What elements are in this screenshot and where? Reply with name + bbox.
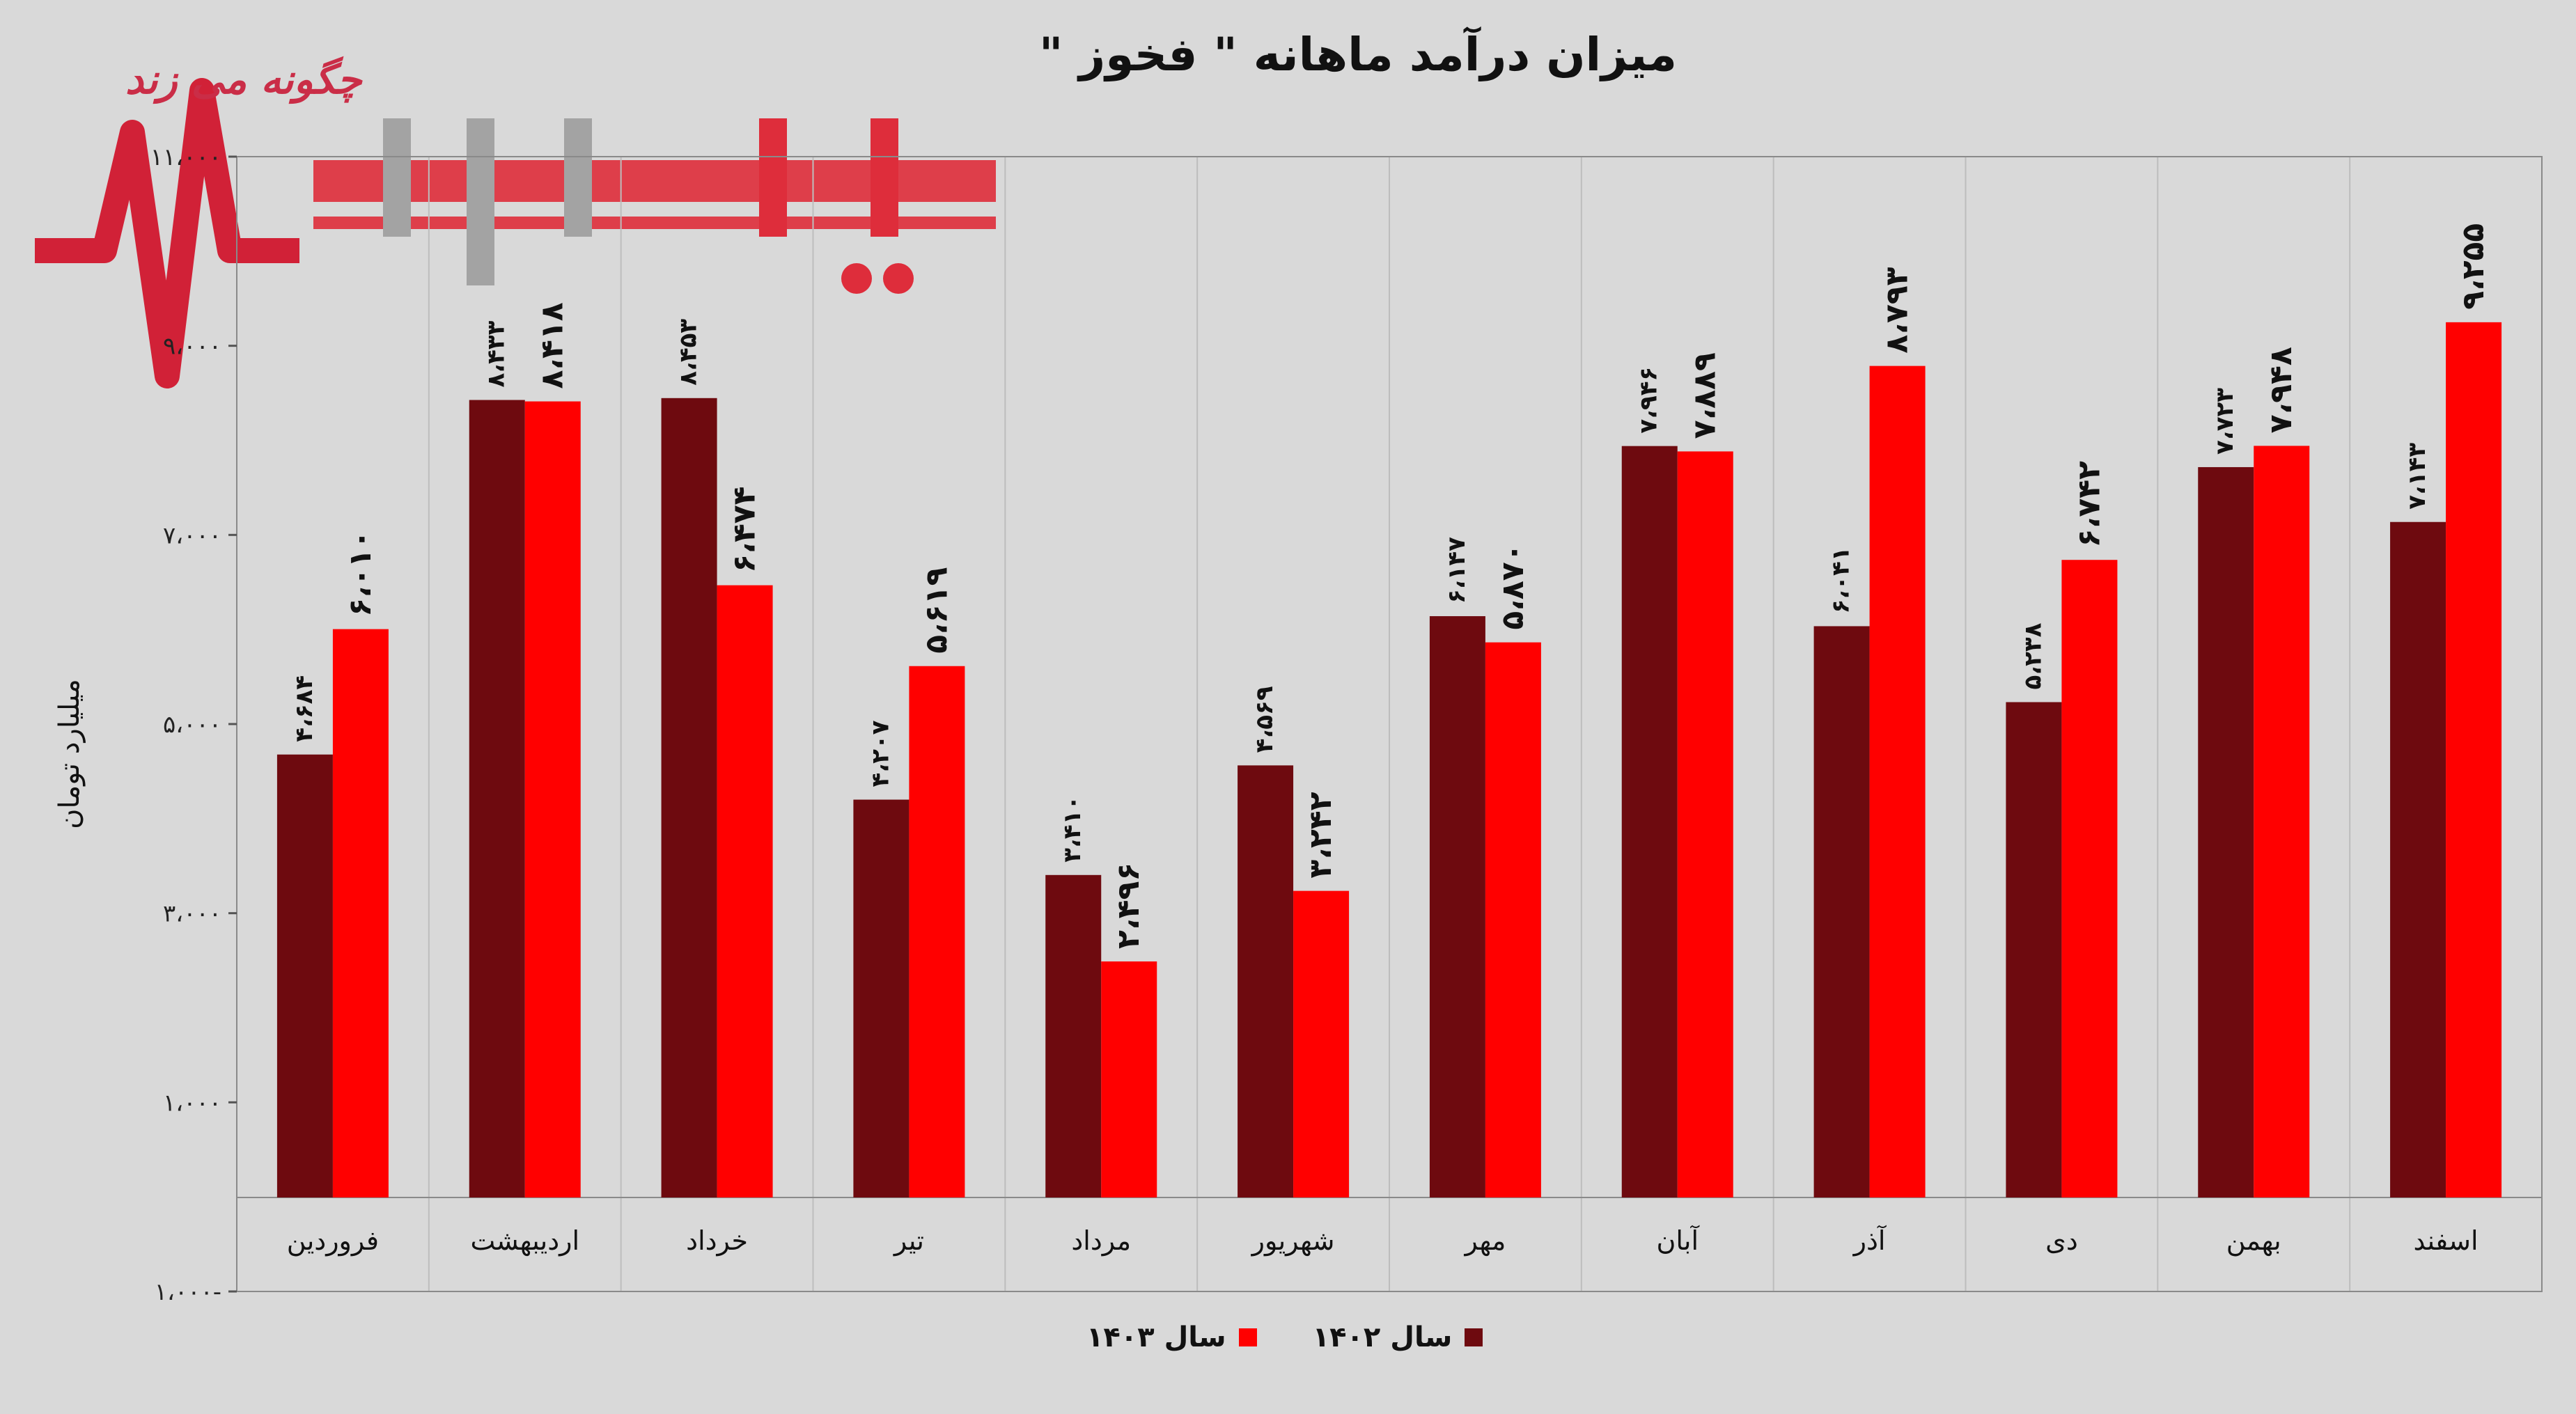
data-label-1402: ۸،۴۵۳ bbox=[675, 319, 703, 386]
bar-1402 bbox=[853, 799, 910, 1197]
bar-1402 bbox=[276, 754, 333, 1197]
data-label-1402: ۷،۷۲۳ bbox=[2211, 388, 2239, 455]
data-label-1403: ۸،۴۱۸ bbox=[535, 302, 570, 388]
data-label-1402: ۶،۰۴۱ bbox=[1827, 547, 1855, 613]
data-label-1402: ۶،۱۴۷ bbox=[1443, 537, 1471, 604]
bar-1403 bbox=[1869, 366, 1926, 1198]
data-label-1403: ۹،۲۵۵ bbox=[2456, 223, 2491, 310]
legend-swatch-1403 bbox=[1238, 1328, 1257, 1346]
bar-1403 bbox=[1485, 642, 1541, 1197]
y-tick-label: ۷،۰۰۰ bbox=[163, 521, 221, 549]
bar-1403 bbox=[1293, 890, 1350, 1197]
category-label: اسفند bbox=[2414, 1225, 2479, 1256]
bar-1402 bbox=[1429, 616, 1485, 1197]
y-tick-label: ۳،۰۰۰ bbox=[163, 900, 221, 928]
bar-1402 bbox=[1621, 446, 1678, 1197]
data-label-1403: ۲،۴۹۶ bbox=[1111, 863, 1146, 949]
bar-1402 bbox=[2390, 521, 2446, 1197]
category-label: مرداد bbox=[1071, 1225, 1131, 1257]
data-label-1403: ۸،۷۹۳ bbox=[1880, 267, 1915, 353]
category-label: تیر bbox=[893, 1225, 924, 1257]
data-label-1403: ۶،۴۷۴ bbox=[727, 486, 763, 572]
bar-1402 bbox=[2006, 702, 2062, 1197]
legend-item-1402[interactable]: سال ۱۴۰۲ bbox=[1313, 1321, 1483, 1353]
bar-1402 bbox=[1045, 874, 1102, 1197]
legend-swatch-1402 bbox=[1465, 1328, 1483, 1346]
bar-1403 bbox=[1101, 961, 1157, 1197]
category-label: دی bbox=[2045, 1225, 2078, 1256]
data-label-1402: ۸،۴۳۳ bbox=[483, 320, 510, 387]
bar-1402 bbox=[2198, 466, 2254, 1197]
bars-layer bbox=[276, 322, 2502, 1198]
bar-1403 bbox=[2254, 446, 2310, 1197]
y-tick-label: ۵،۰۰۰ bbox=[163, 711, 221, 739]
bar-1402 bbox=[469, 400, 525, 1197]
y-tick-label: ۱،۰۰۰- bbox=[155, 1278, 221, 1306]
data-label-1402: ۷،۱۴۳ bbox=[2403, 443, 2431, 510]
legend: سال ۱۴۰۲ سال ۱۴۰۳ bbox=[1086, 1313, 1483, 1362]
category-label: آذر bbox=[1852, 1225, 1887, 1256]
y-tick-label: ۱،۰۰۰ bbox=[163, 1089, 221, 1117]
data-label-1403: ۳،۲۴۲ bbox=[1303, 792, 1338, 878]
legend-item-1403[interactable]: سال ۱۴۰۳ bbox=[1086, 1321, 1257, 1353]
data-label-1403: ۶،۰۱۰ bbox=[343, 531, 378, 617]
y-tick-label: ۱۱،۰۰۰ bbox=[150, 143, 221, 171]
labels-layer: ۴،۶۸۴ ۶،۰۱۰ فروردین ۸،۴۳۳ ۸،۴۱۸ اردیبهشت ۸،۴۵۳… bbox=[287, 223, 2491, 1257]
bar-1402 bbox=[661, 398, 717, 1198]
category-label: اردیبهشت bbox=[470, 1225, 579, 1257]
legend-label-1403: سال ۱۴۰۳ bbox=[1086, 1321, 1226, 1353]
data-label-1403: ۷،۹۴۸ bbox=[2263, 347, 2299, 433]
data-label-1402: ۳،۴۱۰ bbox=[1059, 796, 1086, 863]
y-axis-label: میلیارد تومان bbox=[54, 679, 86, 829]
category-label: بهمن bbox=[2226, 1225, 2281, 1257]
bar-1402 bbox=[1238, 765, 1294, 1197]
data-label-1402: ۵،۲۳۸ bbox=[2019, 622, 2047, 689]
data-label-1402: ۴،۵۶۹ bbox=[1251, 686, 1279, 753]
category-label: فروردین bbox=[287, 1225, 379, 1257]
bar-1403 bbox=[1677, 451, 1733, 1197]
y-tick-label: ۹،۰۰۰ bbox=[163, 333, 221, 361]
data-label-1402: ۴،۲۰۷ bbox=[866, 720, 894, 787]
data-label-1403: ۷،۸۸۹ bbox=[1687, 352, 1723, 439]
legend-label-1402: سال ۱۴۰۲ bbox=[1312, 1321, 1453, 1353]
data-label-1402: ۴،۶۸۴ bbox=[290, 675, 318, 742]
data-label-1403: ۵،۶۱۹ bbox=[919, 567, 954, 654]
bar-1403 bbox=[2061, 560, 2118, 1197]
category-label: آبان bbox=[1656, 1225, 1699, 1256]
bar-1403 bbox=[717, 585, 773, 1197]
data-label-1403: ۶،۷۴۲ bbox=[2071, 461, 2107, 547]
chart-title: میزان درآمد ماهانه " فخوز " bbox=[1038, 28, 1678, 81]
category-label: شهریور bbox=[1251, 1225, 1335, 1257]
grid-layer bbox=[237, 157, 2542, 1291]
bar-1403 bbox=[524, 401, 581, 1198]
bar-1403 bbox=[332, 629, 389, 1197]
axis-layer: ۱،۰۰۰- ۱،۰۰۰ ۳،۰۰۰ ۵،۰۰۰ ۷،۰۰۰ ۹،۰۰۰ ۱۱،۰۰۰ bbox=[150, 143, 2543, 1306]
category-label: خرداد bbox=[686, 1225, 748, 1257]
data-label-1402: ۷،۹۴۶ bbox=[1635, 367, 1663, 434]
category-label: مهر bbox=[1463, 1225, 1506, 1257]
bar-1403 bbox=[2446, 322, 2502, 1197]
bar-1403 bbox=[909, 666, 965, 1197]
data-label-1403: ۵،۸۷۰ bbox=[1495, 544, 1531, 630]
bar-1402 bbox=[1813, 626, 1870, 1197]
